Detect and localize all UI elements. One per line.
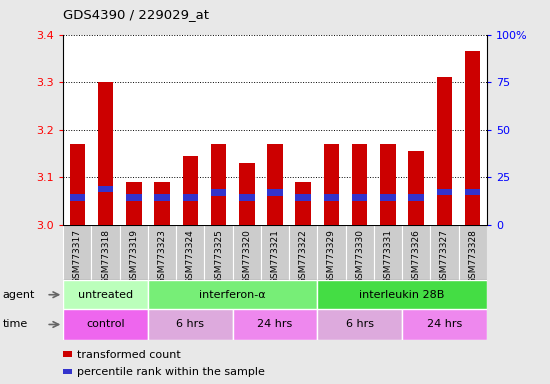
Bar (211, 189, 226, 196)
Bar (295, 194, 311, 201)
Bar (317, 309, 402, 340)
Bar (352, 194, 367, 201)
Bar (437, 189, 452, 195)
Bar (98, 82, 113, 225)
Bar (380, 194, 395, 201)
Bar (267, 189, 283, 196)
Text: GSM773319: GSM773319 (129, 229, 139, 284)
Bar (465, 51, 480, 225)
Text: GSM773321: GSM773321 (271, 229, 279, 284)
Text: GSM773327: GSM773327 (440, 229, 449, 284)
Bar (239, 163, 255, 225)
Bar (98, 186, 113, 192)
Text: agent: agent (3, 290, 35, 300)
Bar (402, 225, 430, 280)
Bar (148, 225, 176, 280)
Text: 24 hrs: 24 hrs (257, 319, 293, 329)
Text: time: time (3, 319, 28, 329)
Bar (295, 182, 311, 225)
Text: GSM773320: GSM773320 (242, 229, 251, 284)
Bar (70, 144, 85, 225)
Text: GSM773326: GSM773326 (411, 229, 421, 284)
Bar (437, 77, 452, 225)
Bar (261, 225, 289, 280)
Text: GSM773322: GSM773322 (299, 229, 308, 284)
Bar (211, 144, 226, 225)
Bar (459, 225, 487, 280)
Bar (155, 194, 170, 201)
Bar (345, 225, 374, 280)
Bar (324, 194, 339, 201)
Bar (239, 194, 255, 201)
Bar (289, 225, 317, 280)
Bar (148, 309, 233, 340)
Text: GSM773323: GSM773323 (157, 229, 167, 284)
Bar (409, 194, 424, 201)
Text: untreated: untreated (78, 290, 133, 300)
Bar (352, 144, 367, 225)
Text: interleukin 28B: interleukin 28B (359, 290, 445, 300)
Bar (465, 189, 480, 195)
Bar (233, 309, 317, 340)
Text: GSM773324: GSM773324 (186, 229, 195, 284)
Bar (317, 225, 345, 280)
Text: GSM773330: GSM773330 (355, 229, 364, 284)
Text: GSM773325: GSM773325 (214, 229, 223, 284)
Text: GSM773328: GSM773328 (468, 229, 477, 284)
Bar (324, 144, 339, 225)
Bar (267, 144, 283, 225)
Text: transformed count: transformed count (77, 350, 181, 360)
Bar (120, 225, 148, 280)
Bar (176, 225, 205, 280)
Text: percentile rank within the sample: percentile rank within the sample (77, 367, 265, 377)
Bar (402, 309, 487, 340)
Bar (63, 225, 91, 280)
Bar (374, 225, 402, 280)
Bar (126, 194, 141, 201)
Text: 24 hrs: 24 hrs (427, 319, 462, 329)
Bar (63, 280, 148, 309)
Text: GSM773331: GSM773331 (383, 229, 393, 284)
Bar (409, 151, 424, 225)
Bar (317, 280, 487, 309)
Bar (126, 182, 141, 225)
Text: GDS4390 / 229029_at: GDS4390 / 229029_at (63, 8, 209, 21)
Bar (70, 194, 85, 201)
Bar (205, 225, 233, 280)
Bar (148, 280, 317, 309)
Text: interferon-α: interferon-α (199, 290, 266, 300)
Bar (63, 309, 148, 340)
Bar (380, 144, 395, 225)
Bar (430, 225, 459, 280)
Bar (183, 156, 198, 225)
Text: control: control (86, 319, 125, 329)
Text: 6 hrs: 6 hrs (177, 319, 204, 329)
Bar (183, 194, 198, 201)
Text: GSM773329: GSM773329 (327, 229, 336, 284)
Text: GSM773318: GSM773318 (101, 229, 110, 284)
Bar (91, 225, 120, 280)
Text: GSM773317: GSM773317 (73, 229, 82, 284)
Text: 6 hrs: 6 hrs (346, 319, 373, 329)
Bar (155, 182, 170, 225)
Bar (233, 225, 261, 280)
